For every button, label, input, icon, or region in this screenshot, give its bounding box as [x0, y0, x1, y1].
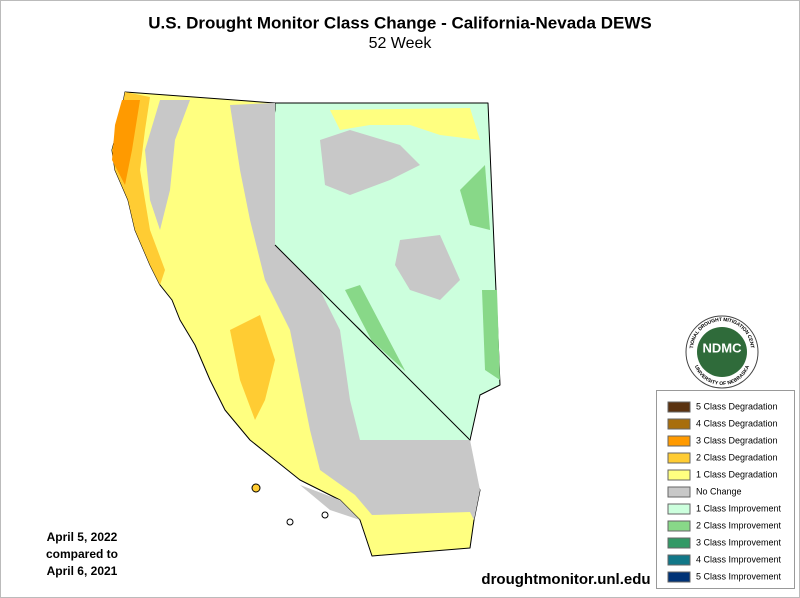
ca-improvement: [275, 110, 470, 440]
legend-swatch: [667, 520, 691, 532]
state-border: [274, 244, 471, 441]
legend-label: 2 Class Degradation: [696, 452, 778, 462]
legend-label: 2 Class Improvement: [696, 520, 782, 530]
island: [286, 518, 294, 526]
title: U.S. Drought Monitor Class Change - Cali…: [148, 13, 651, 32]
ca-degradation-2: [230, 315, 275, 420]
legend-label: 1 Class Degradation: [696, 469, 778, 479]
legend-label: 3 Class Degradation: [696, 435, 778, 445]
subtitle: 52 Week: [369, 35, 433, 52]
ca-degradation-3: [112, 100, 140, 185]
map: [111, 91, 501, 557]
legend-label: 4 Class Improvement: [696, 554, 782, 564]
legend-label: 5 Class Degradation: [696, 401, 778, 411]
footer-url: droughtmonitor.unl.edu: [481, 571, 650, 588]
legend-swatch: [667, 537, 691, 549]
legend-swatch: [667, 469, 691, 481]
logo-text: NDMC: [703, 340, 743, 355]
legend-swatch: [667, 571, 691, 583]
legend-swatch: [667, 452, 691, 464]
ca-no-change: [145, 100, 190, 230]
legend-label: 3 Class Improvement: [696, 537, 782, 547]
legend-label: 1 Class Improvement: [696, 503, 782, 513]
ca-no-change: [230, 103, 480, 520]
nv-improvement: [345, 285, 410, 385]
nv-improvement: [460, 165, 490, 230]
legend-swatch: [667, 554, 691, 566]
nv-no-change: [395, 235, 460, 300]
legend-label: 5 Class Improvement: [696, 571, 782, 581]
legend-swatch: [667, 435, 691, 447]
dates: April 5, 2022 compared to April 6, 2021: [46, 530, 118, 578]
island: [251, 483, 261, 493]
nv-no-change: [320, 130, 420, 195]
date-line: compared to: [46, 547, 118, 561]
date-line: April 6, 2021: [47, 564, 118, 578]
date-line: April 5, 2022: [47, 530, 118, 544]
legend-swatch: [667, 401, 691, 413]
legend: 5 Class Degradation 4 Class Degradation 3 …: [656, 390, 795, 589]
legend-swatch: [667, 418, 691, 430]
ca-no-change: [300, 485, 360, 520]
legend-label: No Change: [696, 486, 742, 496]
legend-label: 4 Class Degradation: [696, 418, 778, 428]
legend-swatch: [667, 503, 691, 515]
logo-disc: [697, 327, 747, 377]
nv-degradation: [330, 108, 480, 140]
legend-swatch: [667, 486, 691, 498]
nv-improvement: [482, 290, 500, 380]
island: [321, 511, 329, 519]
